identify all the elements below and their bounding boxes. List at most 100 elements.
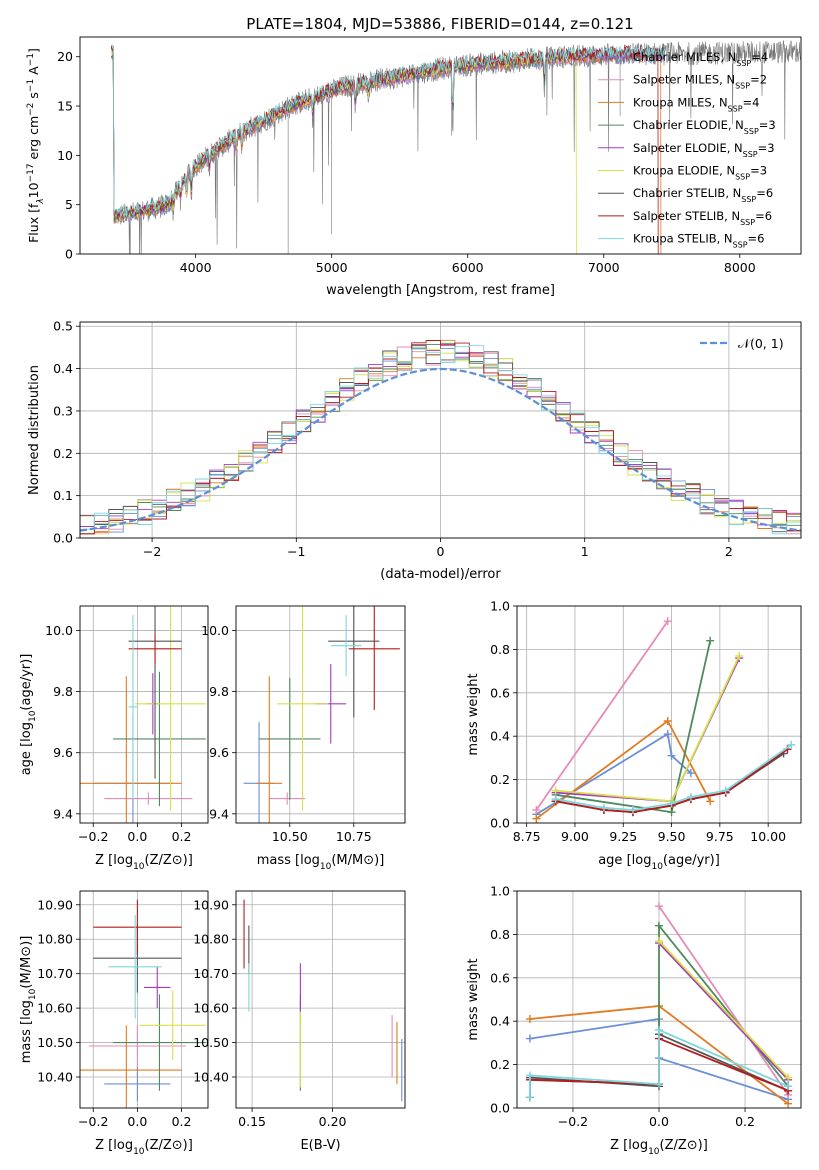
errorbar-point [135,606,206,811]
x-tick-label: −0.2 [558,1114,588,1129]
legend-entry: Chabrier ELODIE, NSSP=3 [633,118,776,136]
y-tick-label: 10.80 [37,932,73,947]
legend-nssp: =4 [751,50,768,64]
label-part: 10 [133,862,145,872]
label-part: 10 [320,862,332,872]
legend-nssp: =3 [759,118,776,132]
legend-nssp: =6 [755,209,772,223]
x-tick-label: 5000 [316,260,348,275]
legend-name: Salpeter ELODIE, N [633,141,743,155]
y-tick-label: 0.4 [490,1014,510,1029]
x-axis-label: E(B-V) [300,1138,340,1153]
y-tick-label: 0.8 [490,642,510,657]
x-tick-label: 0.20 [319,1114,347,1129]
label-part: A [26,66,41,79]
axes-frame [516,605,802,824]
label-part: Z [log [95,853,133,868]
axes-frame [79,321,802,539]
y-tick-label: 0.6 [490,685,510,700]
histogram-step-line [80,345,801,538]
mass-weight-line [535,620,669,811]
x-tick-label: 0 [437,544,445,559]
x-tick-label: 8000 [724,260,756,275]
y-tick-label: 10.40 [193,1070,229,1085]
label-part: −1 [26,53,36,66]
x-axis-label: Z [log10(Z/Z⊙)] [95,1138,193,1157]
legend-nssp: =6 [748,232,765,246]
mass-weight-marker [663,617,672,626]
legend-sub: SSP [735,172,750,181]
y-tick-label: 5 [65,197,73,212]
x-tick-label: 9.50 [658,829,686,844]
axes-frame [79,605,209,824]
y-tick-label: 9.4 [53,806,73,821]
mass-weight-marker [667,799,676,808]
label-part: (M/M⊙)] [331,853,384,868]
y-tick-label: 9.8 [209,684,229,699]
x-tick-label: 1 [581,544,589,559]
legend-sub: SSP [735,81,750,90]
legend-nssp: =3 [750,164,767,178]
legend-sub: SSP [741,195,756,204]
mass-weight-marker [525,1015,534,1024]
y-tick-label: 10.90 [193,897,229,912]
y-tick-label: 0.4 [490,729,510,744]
y-tick-label: 9.6 [209,745,229,760]
label-part: 10 [651,862,663,872]
label-part: age [log [19,722,34,775]
axes-frame [235,605,406,824]
mass-weight-line [658,942,789,1081]
y-tick-label: 9.8 [53,684,73,699]
x-tick-label: 0.2 [735,1114,755,1129]
y-tick-label: 0.0 [490,816,510,831]
legend-entry: Kroupa ELODIE, NSSP=3 [633,164,767,182]
label-part: λ [36,198,46,204]
axes-frame [516,890,802,1109]
y-axis-label: mass [log10(M/M⊙)] [19,936,38,1064]
label-part: Z [log [95,1138,133,1153]
mass-weight-marker [667,751,676,760]
mass-weight-marker [551,795,560,804]
errorbar-point [330,615,362,677]
errorbar-point [259,677,321,801]
errorbar-point [348,606,400,710]
y-tick-label: 1.0 [490,599,510,614]
y-tick-label: 0.2 [490,1057,510,1072]
mass-weight-marker [655,936,663,945]
y-tick-label: 15 [57,99,73,114]
mass-weight-marker [706,636,715,645]
x-axis-label: (data-model)/error [380,567,501,582]
errorbar-point [104,1066,171,1102]
legend-name: Chabrier ELODIE, N [633,118,744,132]
mass-weight-marker [784,1073,793,1082]
x-tick-label: −2 [143,544,161,559]
mass-weight-marker [599,803,608,812]
legend-nssp: =6 [756,186,773,200]
plot-area [80,322,801,538]
y-tick-label: 0.5 [53,319,73,334]
errorbar-point [80,1025,182,1108]
plot-area [517,891,801,1108]
legend-entry: Chabrier MILES, NSSP=4 [633,50,768,68]
errorbar-point [276,606,329,811]
figure-title: PLATE=1804, MJD=53886, FIBERID=0144, z=0… [246,15,633,33]
plot-area [236,891,405,1108]
mass-weight-marker [721,786,730,795]
x-axis-label: mass [log10(M/M⊙)] [257,853,385,872]
legend-name: Kroupa STELIB, N [633,232,733,246]
x-axis-label: Z [log10(Z/Z⊙)] [95,853,193,872]
model-spectrum-line [110,45,665,221]
mass-weight-marker [663,730,672,739]
legend-nssp: =3 [758,141,775,155]
y-tick-label: 9.6 [53,745,73,760]
label-part: (age/yr)] [19,654,34,711]
y-tick-label: 0 [65,247,73,262]
y-axis-label: mass weight [466,673,481,755]
mass-weight-marker [706,797,715,806]
x-tick-label: 4000 [180,260,212,275]
plot-area [80,891,208,1108]
errorbar-point [256,676,283,823]
legend-nssp: =4 [743,95,760,109]
mass-weight-line [658,905,789,1096]
